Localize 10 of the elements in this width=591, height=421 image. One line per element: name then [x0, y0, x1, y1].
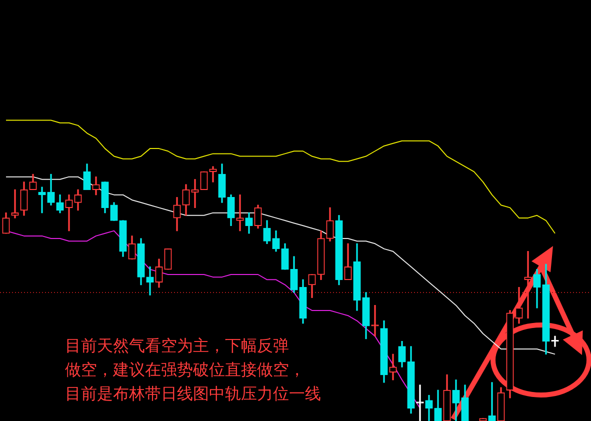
candlestick: [488, 382, 496, 421]
candlestick: [524, 251, 532, 319]
candlestick: [65, 194, 73, 232]
candlestick: [236, 194, 244, 232]
candlestick: [146, 266, 154, 296]
annotation: 目前是布林带日线图中轨压力位一线: [65, 383, 321, 405]
candlestick: [389, 354, 397, 380]
annotation: 做空，建议在强势破位直接做空，: [65, 359, 306, 381]
candlestick: [416, 384, 424, 421]
annotation: 目前天然气看空为主，下幅反弹: [65, 335, 290, 357]
